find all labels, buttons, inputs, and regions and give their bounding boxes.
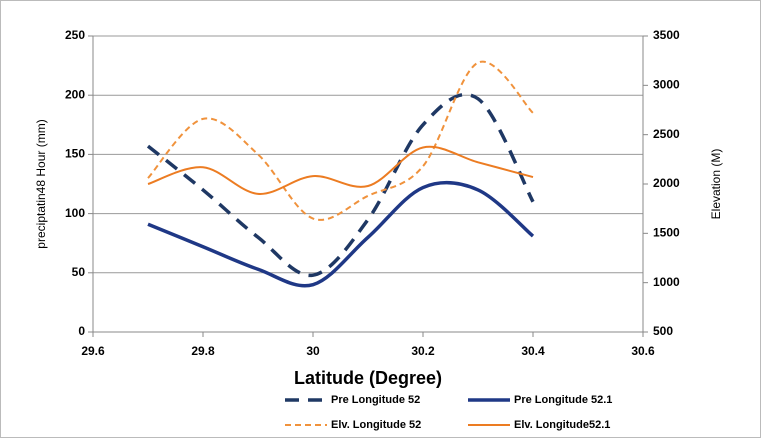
x-tick-label: 30.2 <box>411 344 435 358</box>
y-axis-title: preciptatin48 Hour (mm) <box>34 119 48 248</box>
series-line <box>146 92 535 277</box>
legend-label: Pre Longitude 52.1 <box>514 394 612 406</box>
legend-label: Pre Longitude 52 <box>331 394 420 406</box>
x-tick-label: 30.4 <box>521 344 545 358</box>
series-line <box>147 180 535 288</box>
y2-axis-title: Elevation (M) <box>709 149 723 220</box>
y-tick-label: 0 <box>78 324 85 338</box>
x-tick-label: 30 <box>306 344 320 358</box>
x-tick-label: 29.8 <box>191 344 215 358</box>
legend-label: Elv. Longitude52.1 <box>514 419 610 431</box>
y2-tick-label: 1000 <box>653 275 680 289</box>
y-tick-label: 150 <box>65 147 85 161</box>
y-tick-label: 50 <box>72 265 86 279</box>
y2-tick-label: 1500 <box>653 226 680 240</box>
y2-tick-label: 500 <box>653 324 673 338</box>
x-axis-title: Latitude (Degree) <box>294 368 442 388</box>
legend-label: Elv. Longitude 52 <box>331 419 421 431</box>
y-tick-label: 100 <box>65 206 85 220</box>
y-tick-label: 200 <box>65 87 85 101</box>
y2-tick-label: 2000 <box>653 176 680 190</box>
series-line <box>147 145 534 195</box>
y2-tick-label: 3000 <box>653 78 680 92</box>
series-line <box>147 60 534 221</box>
y2-tick-label: 3500 <box>653 28 680 42</box>
x-tick-label: 30.6 <box>631 344 655 358</box>
y2-tick-label: 2500 <box>653 127 680 141</box>
x-tick-label: 29.6 <box>81 344 105 358</box>
y-tick-label: 250 <box>65 28 85 42</box>
